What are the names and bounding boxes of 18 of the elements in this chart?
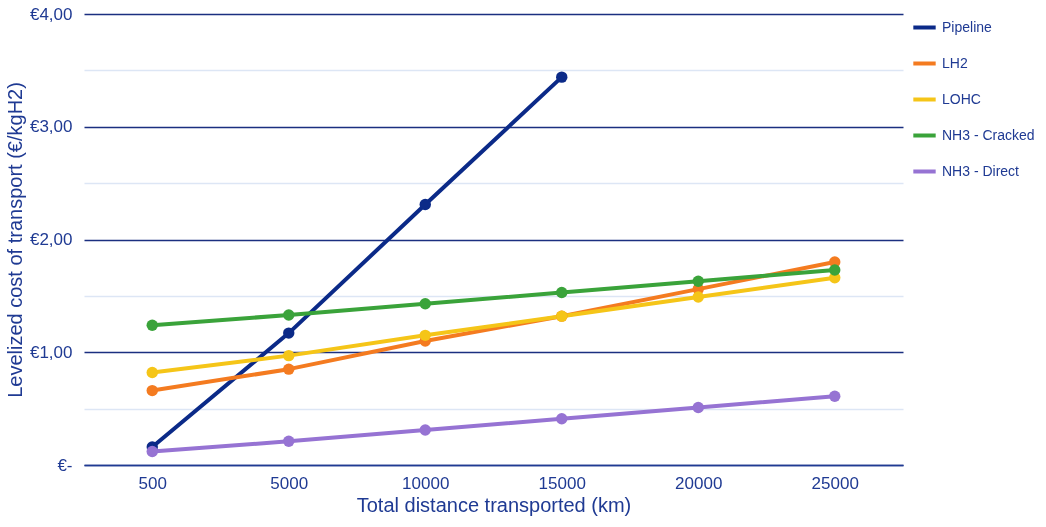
y-tick-label: €2,00	[29, 230, 73, 249]
y-axis-title: Levelized cost of transport (€/kgH2)	[3, 82, 26, 398]
y-tick-label: €3,00	[29, 117, 73, 137]
y-tick-label: €1,00	[29, 342, 73, 362]
x-tick-label: 15000	[538, 473, 586, 493]
legend-label: Pipeline	[942, 18, 993, 35]
legend-label: LOHC	[942, 90, 981, 107]
legend-label: NH3 - Direct	[942, 162, 1020, 179]
x-tick-label: 500	[138, 473, 167, 493]
x-tick-label: 5000	[270, 473, 309, 493]
y-tick-label: €4,00	[29, 4, 73, 24]
y-tick-label: €-	[57, 455, 73, 475]
legend-label: NH3 - Cracked	[942, 126, 1035, 143]
x-tick-label: 10000	[402, 473, 450, 493]
x-tick-label: 20000	[675, 473, 723, 493]
x-tick-label: 25000	[811, 473, 859, 493]
legend-label: LH2	[942, 54, 968, 71]
x-axis-title: Total distance transported (km)	[356, 493, 632, 516]
